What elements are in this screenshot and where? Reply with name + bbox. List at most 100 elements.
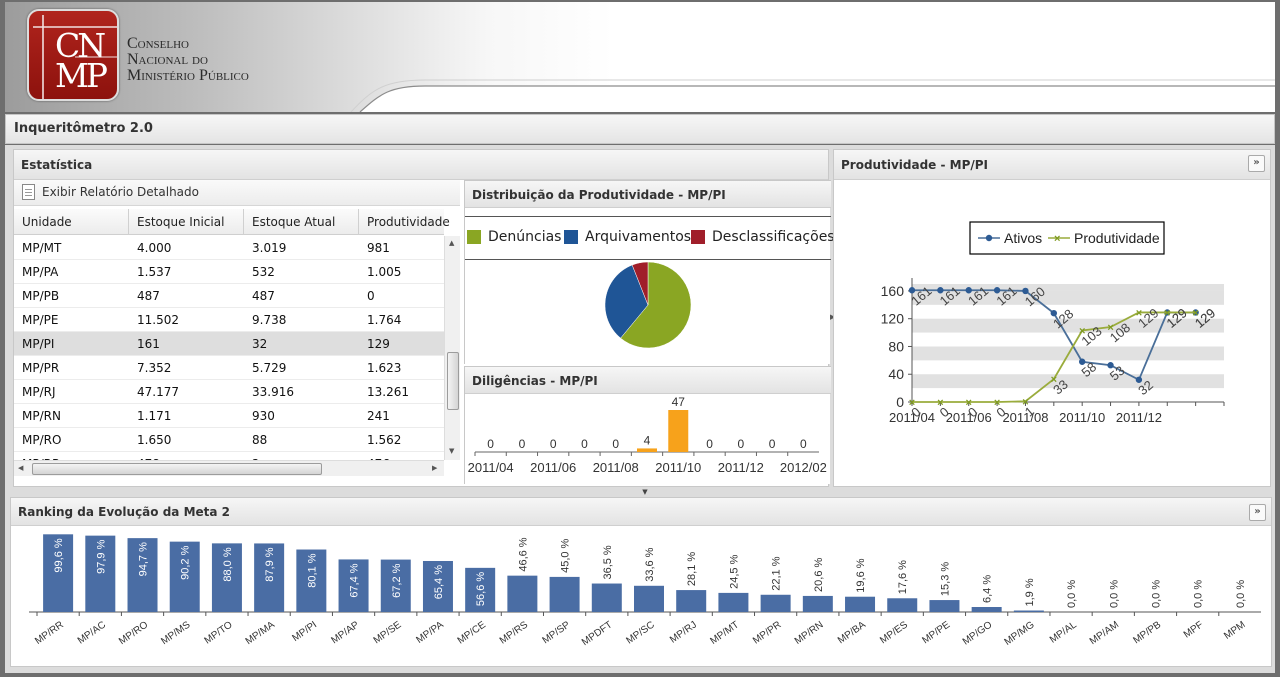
estatistica-grid: Exibir Relatório Detalhado Unidade Estoq… (14, 180, 460, 488)
legend-swatch (691, 230, 705, 244)
legend-produtividade-marker: × (1054, 233, 1060, 245)
table-cell: 5.729 (252, 361, 287, 375)
column-header-estoque-atual[interactable]: Estoque Atual (244, 209, 359, 235)
column-header-estoque-inicial[interactable]: Estoque Inicial (129, 209, 244, 235)
table-cell: 1.171 (137, 409, 172, 423)
ranking-value-label: 24,5 % (728, 554, 740, 588)
collapse-left-arrow-icon[interactable]: ▶ (830, 313, 835, 321)
distribution-pie-chart (604, 262, 692, 349)
expand-panel-button[interactable]: » (1249, 504, 1266, 521)
estatistica-title: Estatística (21, 158, 93, 172)
horizontal-splitter-arrow-icon[interactable]: ▼ (642, 488, 648, 496)
table-row[interactable]: MP/RO 1.650 88 1.562 (14, 428, 444, 452)
diligencias-header: Diligências - MP/PI (465, 366, 831, 394)
ranking-value-label: 0,0 % (1150, 580, 1162, 608)
document-icon (22, 184, 35, 200)
scroll-left-icon[interactable]: ◀ (18, 464, 24, 472)
ranking-category-label: MP/GO (961, 619, 995, 647)
estatistica-panel: Estatística Exibir Relatório Detalhado U… (13, 149, 835, 488)
ranking-category-label: MP/PB (1131, 619, 1163, 646)
produtividade-point: × (1136, 307, 1142, 319)
scroll-down-icon[interactable]: ▼ (449, 447, 455, 455)
ranking-category-label: MP/BA (836, 619, 868, 646)
table-cell: 0 (367, 289, 375, 303)
table-cell: MP/PI (22, 337, 55, 351)
ranking-bar (760, 594, 791, 612)
table-row[interactable]: MP/PA 1.537 532 1.005 (14, 260, 444, 284)
ativos-point (1050, 309, 1058, 317)
y-tick-label: 0 (896, 394, 904, 410)
ranking-value-label: 45,0 % (560, 538, 572, 572)
ranking-value-label: 0,0 % (1066, 580, 1078, 608)
table-row[interactable]: MP/PB 487 487 0 (14, 284, 444, 308)
legend-label: Arquivamentos (585, 229, 692, 245)
table-cell: 9.738 (252, 313, 287, 327)
grid-rows: MP/MT 4.000 3.019 981 MP/PA 1.537 532 1.005 MP/P… (14, 236, 444, 460)
produtividade-point: × (1022, 396, 1028, 408)
collapse-panel-button[interactable]: » (1248, 155, 1265, 172)
table-row[interactable]: MP/RR 478 2 476 (14, 452, 444, 460)
detailed-report-button[interactable]: Exibir Relatório Detalhado (22, 184, 199, 200)
table-row[interactable]: MP/RN 1.171 930 241 (14, 404, 444, 428)
table-cell: 478 (129, 452, 160, 460)
grid-toolbar: Exibir Relatório Detalhado (14, 180, 460, 206)
ranking-value-label: 0,0 % (1193, 580, 1205, 608)
ativos-point (1135, 376, 1143, 383)
produtividade-panel: Produtividade - MP/PI » Ativos × Produti… (833, 149, 1271, 487)
column-header-produtividade[interactable]: Produtividade (367, 215, 450, 229)
legend-item-arquivamentos: Arquivamentos (564, 229, 691, 245)
ranking-value-label: 1,9 % (1024, 578, 1036, 606)
diligencia-bar (668, 410, 689, 452)
vertical-scroll-thumb[interactable] (447, 352, 459, 410)
ranking-category-label: MP/AC (76, 619, 108, 646)
org-name-line: Nacional do (127, 51, 208, 68)
ativos-point (993, 287, 1001, 294)
grid-column-headers: Unidade Estoque Inicial Estoque Atual Pr… (14, 209, 450, 235)
diligencia-bar (637, 448, 657, 452)
vertical-scrollbar[interactable]: ▲ ▼ (444, 236, 460, 460)
ranking-category-label: MP/MS (159, 619, 192, 647)
table-row[interactable]: MP/PI 161 32 129 (14, 332, 444, 356)
ranking-bar (591, 583, 622, 612)
organization-name: Conselho Nacional do Ministério Público (127, 36, 249, 84)
ranking-bar (802, 595, 833, 612)
header-swoosh (350, 79, 1275, 112)
ranking-bar (338, 559, 369, 612)
ranking-category-label: MP/SE (372, 619, 404, 646)
table-cell: 3.019 (252, 241, 287, 255)
diligencias-title: Diligências - MP/PI (472, 374, 598, 388)
ranking-category-label: MP/RO (117, 619, 150, 647)
ranking-category-label: MP/MT (708, 619, 741, 646)
table-row[interactable]: MP/PE 11.502 9.738 1.764 (14, 308, 444, 332)
ranking-bar-chart: 99,6 % MP/RR 97,9 % MP/AC 94,7 % MP/RO 90,2 % M… (29, 534, 1261, 648)
legend-label: Desclassificações (712, 229, 835, 245)
ranking-category-label: MP/SP (541, 619, 573, 646)
table-cell: 476 (359, 452, 390, 460)
ranking-bar (718, 592, 749, 612)
ranking-bar (929, 600, 960, 612)
table-cell: 1.537 (137, 265, 172, 279)
ranking-header: Ranking da Evolução da Meta 2 » (11, 498, 1271, 526)
horizontal-scrollbar[interactable]: ◀ ▶ (14, 460, 444, 476)
table-row[interactable]: MP/PR 7.352 5.729 1.623 (14, 356, 444, 380)
line-legend: Ativos × Produtividade (969, 221, 1165, 255)
grid-band (912, 374, 1224, 389)
logo-letters-top: CN (55, 26, 106, 65)
ranking-category-label: MP/RJ (668, 619, 699, 645)
y-tick-label: 80 (888, 338, 904, 354)
ranking-bar (465, 567, 496, 612)
scroll-right-icon[interactable]: ▶ (432, 464, 438, 472)
ranking-category-label: MP/PI (290, 619, 319, 644)
table-cell: 33.916 (252, 385, 294, 399)
horizontal-scroll-thumb[interactable] (32, 463, 322, 475)
table-row[interactable]: MP/MT 4.000 3.019 981 (14, 236, 444, 260)
ranking-bar (634, 585, 664, 612)
x-tick-label: 2011/12 (718, 460, 764, 475)
x-tick-label: 2012/02 (780, 460, 827, 475)
legend-produtividade: Produtividade (1074, 230, 1160, 246)
x-tick-label: 2011/06 (946, 410, 992, 425)
y-tick-label: 120 (881, 311, 905, 327)
table-row[interactable]: MP/RJ 47.177 33.916 13.261 (14, 380, 444, 404)
scroll-up-icon[interactable]: ▲ (449, 239, 455, 247)
column-header-unidade[interactable]: Unidade (14, 209, 129, 235)
